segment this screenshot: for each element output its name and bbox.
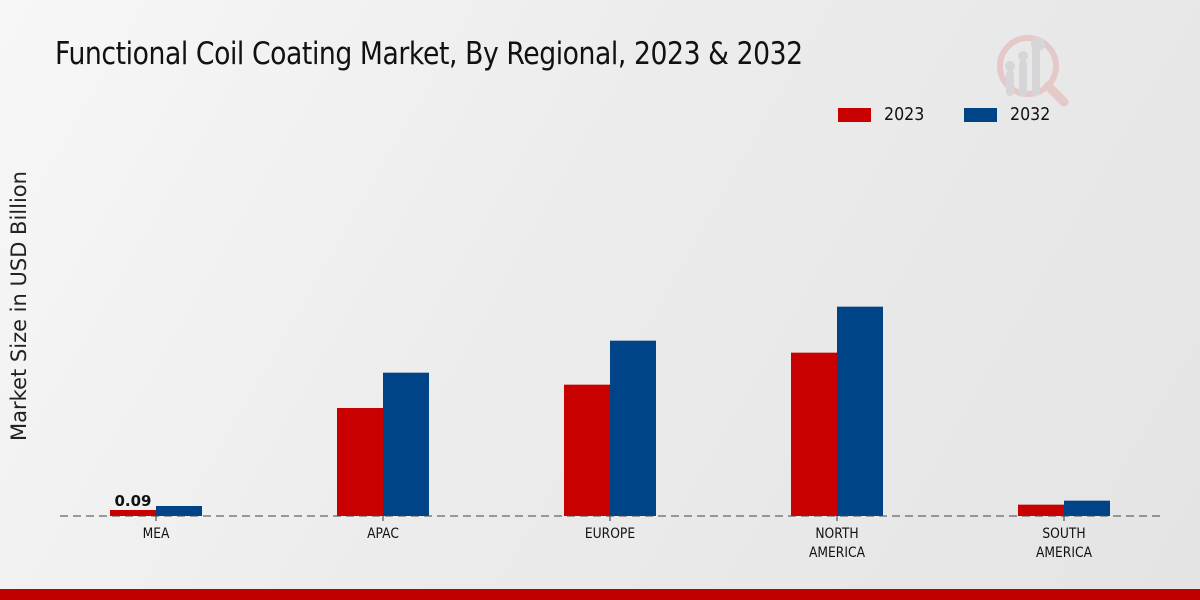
x-tick-label: AMERICA <box>809 545 865 561</box>
legend: 2023 2032 <box>838 104 1090 125</box>
bar-2023-north-america <box>791 352 837 516</box>
legend-item-2032: 2032 <box>963 104 1056 125</box>
x-tick-label: APAC <box>367 526 399 542</box>
bar-2032-south-america <box>1064 500 1110 516</box>
x-tick-label: AMERICA <box>1036 545 1092 561</box>
legend-swatch-2023 <box>838 107 871 122</box>
legend-label-2032: 2032 <box>1009 104 1051 125</box>
bar-2032-europe <box>610 340 656 516</box>
x-tick-label: NORTH <box>815 526 858 542</box>
footer-bar <box>0 589 1200 600</box>
bar-2032-north-america <box>837 306 883 516</box>
bar-2023-apac <box>337 408 383 516</box>
bar-2023-mea <box>110 510 156 516</box>
bar-2032-mea <box>156 506 202 516</box>
legend-swatch-2032 <box>963 107 997 122</box>
legend-item-2023: 2023 <box>838 104 930 125</box>
x-tick-label: MEA <box>143 526 170 542</box>
chart-title: Functional Coil Coating Market, By Regio… <box>55 36 803 72</box>
bar-2032-apac <box>383 372 429 516</box>
watermark-logo-icon <box>997 35 1069 107</box>
bar-2023-europe <box>564 384 610 516</box>
x-tick-label: EUROPE <box>585 526 635 542</box>
data-label: 0.09 <box>114 492 151 510</box>
x-tick-label: SOUTH <box>1042 526 1085 542</box>
bar-2023-south-america <box>1018 504 1064 516</box>
legend-label-2023: 2023 <box>884 104 925 125</box>
